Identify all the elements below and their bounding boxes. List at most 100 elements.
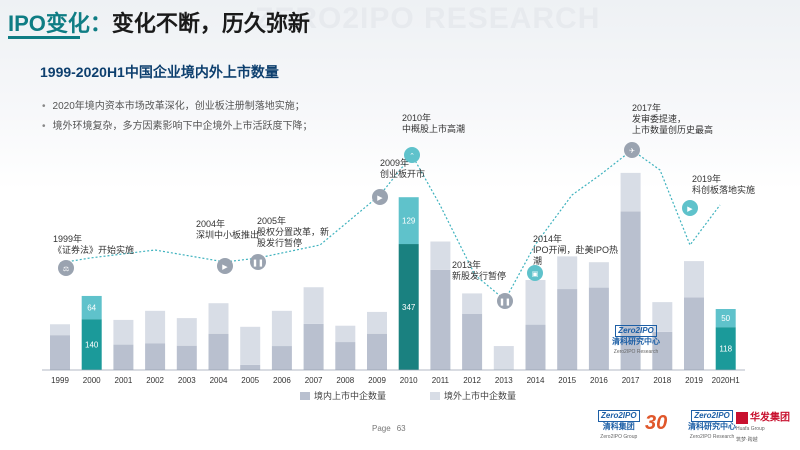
- bar-domestic-2009: [367, 333, 387, 370]
- bar-overseas-2020H1: [715, 309, 736, 328]
- bar-domestic-2006: [271, 346, 292, 370]
- page-title-rest: 变化不断，历久弥新: [111, 11, 310, 36]
- pause-icon-glyph: ❚❚: [252, 259, 264, 267]
- chevron-up-icon: [404, 147, 420, 163]
- annotation-2005-line-2: 股发行暂停: [257, 237, 302, 248]
- bullet-list: 2020年境内资本市场改革深化，创业板注册制落地实施； 境外环境复杂，多方因素影…: [42, 97, 313, 137]
- bar-overseas-2013: [493, 346, 514, 370]
- bar-overseas-2003: [176, 318, 197, 346]
- play-icon: [682, 200, 698, 216]
- data-label-overseas-2010: 129: [402, 217, 416, 226]
- annotation-2014-line-2: 潮: [533, 255, 542, 266]
- x-tick-2002: 2002: [146, 376, 164, 385]
- bar-domestic-2016: [588, 287, 609, 370]
- bar-overseas-2019: [684, 261, 704, 298]
- bar-overseas-1999: [50, 324, 70, 336]
- watermark-text: ZERO2IPO RESEARCH: [255, 2, 601, 35]
- annotation-2013-line-0: 2013年: [452, 259, 481, 270]
- bar-domestic-2019: [684, 297, 704, 370]
- bar-domestic-2011: [430, 269, 451, 370]
- bar-overseas-2017: [620, 172, 641, 212]
- zero2ipo-group-logo: Zero2IPO 清科集团 Zero2IPO Group: [598, 410, 640, 440]
- scale-icon: [58, 260, 74, 276]
- bar-overseas-2014: [525, 279, 546, 325]
- rocket-icon: [624, 142, 640, 158]
- bar-overseas-2006: [271, 310, 292, 347]
- annotation-2004-line-1: 深圳中小板推出: [196, 229, 259, 240]
- bar-overseas-2000: [81, 295, 102, 320]
- bar-domestic-2018: [652, 331, 673, 370]
- bar-overseas-2010: [398, 197, 419, 245]
- bar-overseas-2004: [208, 303, 229, 334]
- gift-icon: [527, 265, 543, 281]
- annotation-2004-line-0: 2004年: [196, 218, 225, 229]
- annotation-2017-line-1: 发审委提速，: [632, 113, 686, 124]
- x-tick-2010: 2010: [400, 376, 418, 385]
- background-blueprint: [0, 0, 800, 190]
- legend-label-domestic: 境内上市中企数量: [314, 390, 386, 401]
- bar-overseas-2011: [430, 241, 451, 270]
- bullet-item: 境外环境复杂，多方因素影响下中企境外上市活跃度下降；: [42, 117, 313, 137]
- bar-overseas-2001: [113, 319, 134, 345]
- legend-swatch-domestic: [300, 392, 310, 400]
- pause-icon-glyph: ❚❚: [499, 298, 511, 306]
- anniversary-30-logo: 30: [645, 412, 668, 434]
- chart-title: 1999-2020H1中国企业境内外上市数量: [40, 64, 279, 80]
- page-number-value: 63: [396, 424, 406, 433]
- x-tick-2019: 2019: [685, 376, 703, 385]
- x-tick-2005: 2005: [241, 376, 259, 385]
- chevron-up-icon-glyph: ⌃: [409, 153, 415, 160]
- annotation-2010-line-0: 2010年: [402, 112, 431, 123]
- bar-domestic-2014: [525, 324, 546, 370]
- x-tick-2004: 2004: [210, 376, 228, 385]
- bar-domestic-2004: [208, 333, 229, 370]
- bar-domestic-2015: [557, 289, 578, 370]
- gift-icon-glyph: ▣: [532, 271, 539, 278]
- bar-overseas-2005: [240, 326, 261, 365]
- annotation-2010-line-1: 中概股上市高潮: [402, 123, 465, 134]
- bar-overseas-2016: [588, 262, 609, 288]
- x-tick-2006: 2006: [273, 376, 291, 385]
- x-tick-2012: 2012: [463, 376, 481, 385]
- annotation-2014-line-0: 2014年: [533, 233, 562, 244]
- play-icon-glyph: ▶: [687, 206, 693, 213]
- bar-overseas-2002: [145, 310, 166, 344]
- data-label-overseas-2020H1: 50: [721, 314, 730, 323]
- data-label-domestic-2010: 347: [402, 303, 416, 312]
- x-tick-2015: 2015: [558, 376, 576, 385]
- bar-domestic-2003: [176, 345, 197, 370]
- annotation-2005-line-0: 2005年: [257, 215, 286, 226]
- bar-overseas-2015: [557, 256, 578, 290]
- x-tick-2000: 2000: [83, 376, 101, 385]
- logo1-sub: Zero2IPO Group: [600, 434, 638, 440]
- annotation-2017-line-2: 上市数量创历史最高: [632, 124, 713, 135]
- x-tick-2018: 2018: [653, 376, 671, 385]
- page-label: Page: [372, 424, 391, 433]
- bar-domestic-1999: [50, 335, 70, 370]
- page-title: IPO变化：变化不断，历久弥新: [8, 6, 310, 38]
- pause-icon: [250, 254, 266, 270]
- bar-domestic-2000: [81, 319, 102, 370]
- bar-domestic-2005: [240, 364, 261, 370]
- scale-icon-glyph: ⚖: [63, 265, 69, 273]
- huafa-tag: 筑梦·跨越: [736, 437, 758, 443]
- annotation-2014-line-1: IPO开闸，赴美IPO热: [533, 244, 618, 255]
- overlay-logo-sub: Zero2IPO Research: [613, 349, 659, 355]
- bar-domestic-2010: [398, 244, 419, 370]
- bar-domestic-2002: [145, 343, 166, 370]
- ipo-bar-chart: 1999 140 64 2000 2001 2002 2003 2004 2005 2006 200…: [42, 102, 755, 401]
- bullet-item: 2020年境内资本市场改革深化，创业板注册制落地实施；: [42, 97, 313, 117]
- annotation-2013-line-1: 新股发行暂停: [452, 270, 506, 281]
- legend-label-overseas: 境外上市中企数量: [444, 390, 516, 401]
- play-icon-glyph: ▶: [222, 264, 228, 271]
- x-tick-2013: 2013: [495, 376, 513, 385]
- data-label-domestic-2000: 140: [85, 341, 99, 350]
- x-tick-2003: 2003: [178, 376, 196, 385]
- x-tick-2020H1: 2020H1: [712, 376, 741, 385]
- zero2ipo-research-logo: Zero2IPO 清科研究中心 Zero2IPO Research: [688, 410, 736, 440]
- play-icon: [372, 189, 388, 205]
- x-tick-2011: 2011: [432, 376, 450, 385]
- annotation-2019-line-0: 2019年: [692, 173, 721, 184]
- rocket-icon-glyph: ✈: [629, 148, 635, 155]
